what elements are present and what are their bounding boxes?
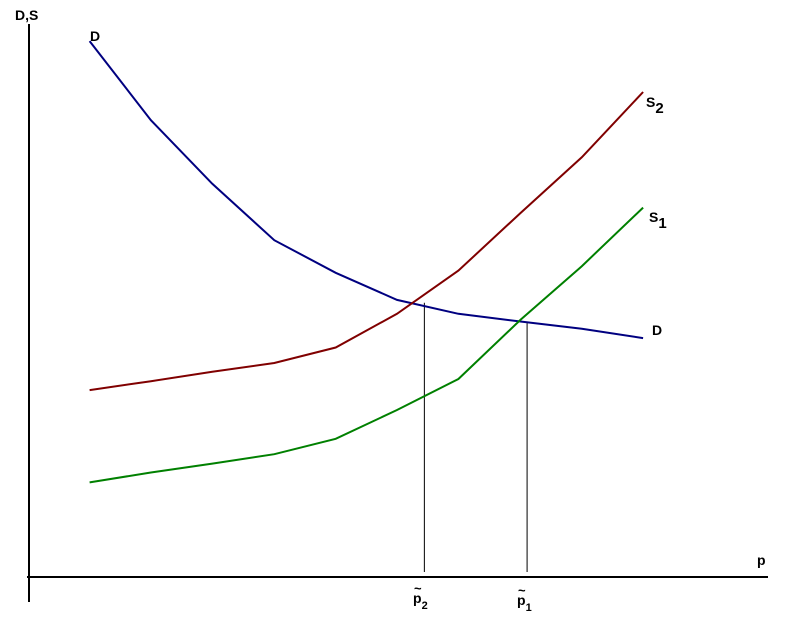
series-line-s1: [89, 206, 644, 484]
marker-text-p2: p2: [413, 590, 428, 612]
series-label-d-right: D: [652, 322, 662, 338]
series-label-s1: S1: [649, 209, 667, 232]
marker-label-p1: ~ p1: [517, 583, 532, 614]
series-line-s2: [89, 91, 644, 392]
series-line-d: [88, 40, 644, 340]
x-axis-label: p: [757, 552, 766, 568]
series-label-d-top: D: [90, 28, 100, 44]
marker-accent-p2: ~: [414, 581, 422, 596]
series-label-s2: S2: [646, 94, 664, 117]
marker-label-p2: ~ p2: [413, 581, 428, 612]
y-axis-label: D,S: [15, 7, 38, 23]
marker-accent-p1: ~: [518, 583, 526, 598]
marker-text-p1: p1: [517, 592, 532, 614]
